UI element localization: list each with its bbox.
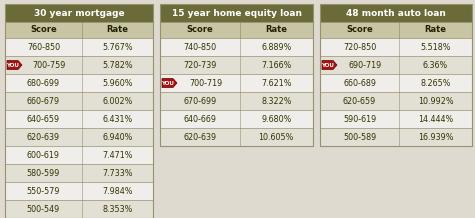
Bar — [320, 128, 472, 146]
Text: Rate: Rate — [425, 26, 446, 34]
Bar — [5, 128, 153, 146]
Bar — [320, 110, 472, 128]
Bar — [320, 22, 472, 38]
Text: 14.444%: 14.444% — [418, 114, 453, 124]
Text: 620-639: 620-639 — [183, 133, 216, 141]
Text: 620-659: 620-659 — [343, 97, 376, 106]
Bar — [320, 4, 472, 22]
Text: 10.605%: 10.605% — [258, 133, 294, 141]
Text: 700-719: 700-719 — [189, 78, 222, 87]
Text: 720-739: 720-739 — [183, 61, 217, 70]
Text: 16.939%: 16.939% — [418, 133, 453, 141]
Text: 10.992%: 10.992% — [418, 97, 453, 106]
Bar — [5, 22, 153, 38]
Bar — [5, 4, 153, 218]
Text: 760-850: 760-850 — [27, 43, 60, 51]
Bar — [320, 92, 472, 110]
Polygon shape — [162, 78, 177, 87]
Text: Rate: Rate — [265, 26, 287, 34]
Text: YOU: YOU — [321, 63, 334, 68]
Bar — [5, 110, 153, 128]
Bar — [320, 74, 472, 92]
Text: 590-619: 590-619 — [343, 114, 376, 124]
Bar — [320, 38, 472, 56]
Text: 5.960%: 5.960% — [102, 78, 133, 87]
Text: YOU: YOU — [161, 80, 174, 85]
Text: 6.431%: 6.431% — [102, 114, 133, 124]
Text: 5.767%: 5.767% — [102, 43, 133, 51]
Text: 640-669: 640-669 — [183, 114, 216, 124]
Text: 740-850: 740-850 — [183, 43, 216, 51]
Text: 500-589: 500-589 — [343, 133, 376, 141]
Text: 640-659: 640-659 — [27, 114, 60, 124]
Text: 30 year mortgage: 30 year mortgage — [34, 9, 124, 17]
Bar — [5, 200, 153, 218]
Bar — [5, 4, 153, 22]
Text: 7.984%: 7.984% — [102, 187, 133, 196]
Text: 6.36%: 6.36% — [423, 61, 448, 70]
Text: YOU: YOU — [6, 63, 19, 68]
Bar — [160, 4, 313, 146]
Bar — [160, 92, 313, 110]
Text: 500-549: 500-549 — [27, 204, 60, 213]
Text: 580-599: 580-599 — [27, 169, 60, 177]
Text: 7.733%: 7.733% — [102, 169, 133, 177]
Text: 660-689: 660-689 — [343, 78, 376, 87]
Text: 550-579: 550-579 — [27, 187, 60, 196]
Bar — [5, 92, 153, 110]
Text: 15 year home equity loan: 15 year home equity loan — [171, 9, 302, 17]
Text: 620-639: 620-639 — [27, 133, 60, 141]
Bar — [160, 110, 313, 128]
Bar — [5, 146, 153, 164]
Text: 8.322%: 8.322% — [261, 97, 292, 106]
Text: 6.002%: 6.002% — [102, 97, 133, 106]
Polygon shape — [322, 61, 337, 70]
Bar — [5, 164, 153, 182]
Bar — [320, 4, 472, 146]
Text: 8.265%: 8.265% — [420, 78, 451, 87]
Bar — [160, 74, 313, 92]
Text: 600-619: 600-619 — [27, 150, 60, 160]
Text: 700-759: 700-759 — [33, 61, 66, 70]
Bar — [160, 22, 313, 38]
Text: 7.471%: 7.471% — [102, 150, 133, 160]
Polygon shape — [7, 61, 22, 70]
Bar — [5, 182, 153, 200]
Text: Score: Score — [346, 26, 373, 34]
Text: 660-679: 660-679 — [27, 97, 60, 106]
Text: 7.621%: 7.621% — [261, 78, 292, 87]
Text: 6.940%: 6.940% — [102, 133, 133, 141]
Text: Score: Score — [186, 26, 213, 34]
Text: 5.782%: 5.782% — [102, 61, 133, 70]
Text: 670-699: 670-699 — [183, 97, 217, 106]
Text: 9.680%: 9.680% — [261, 114, 292, 124]
Text: 5.518%: 5.518% — [420, 43, 451, 51]
Text: 720-850: 720-850 — [343, 43, 376, 51]
Bar — [160, 38, 313, 56]
Text: Rate: Rate — [106, 26, 128, 34]
Text: 8.353%: 8.353% — [102, 204, 133, 213]
Text: 680-699: 680-699 — [27, 78, 60, 87]
Bar — [160, 56, 313, 74]
Bar — [160, 4, 313, 22]
Bar — [5, 74, 153, 92]
Text: 690-719: 690-719 — [349, 61, 382, 70]
Bar — [320, 56, 472, 74]
Text: Score: Score — [30, 26, 57, 34]
Bar — [5, 38, 153, 56]
Text: 6.889%: 6.889% — [261, 43, 292, 51]
Bar — [160, 128, 313, 146]
Text: 7.166%: 7.166% — [261, 61, 292, 70]
Bar — [5, 56, 153, 74]
Text: 48 month auto loan: 48 month auto loan — [346, 9, 446, 17]
